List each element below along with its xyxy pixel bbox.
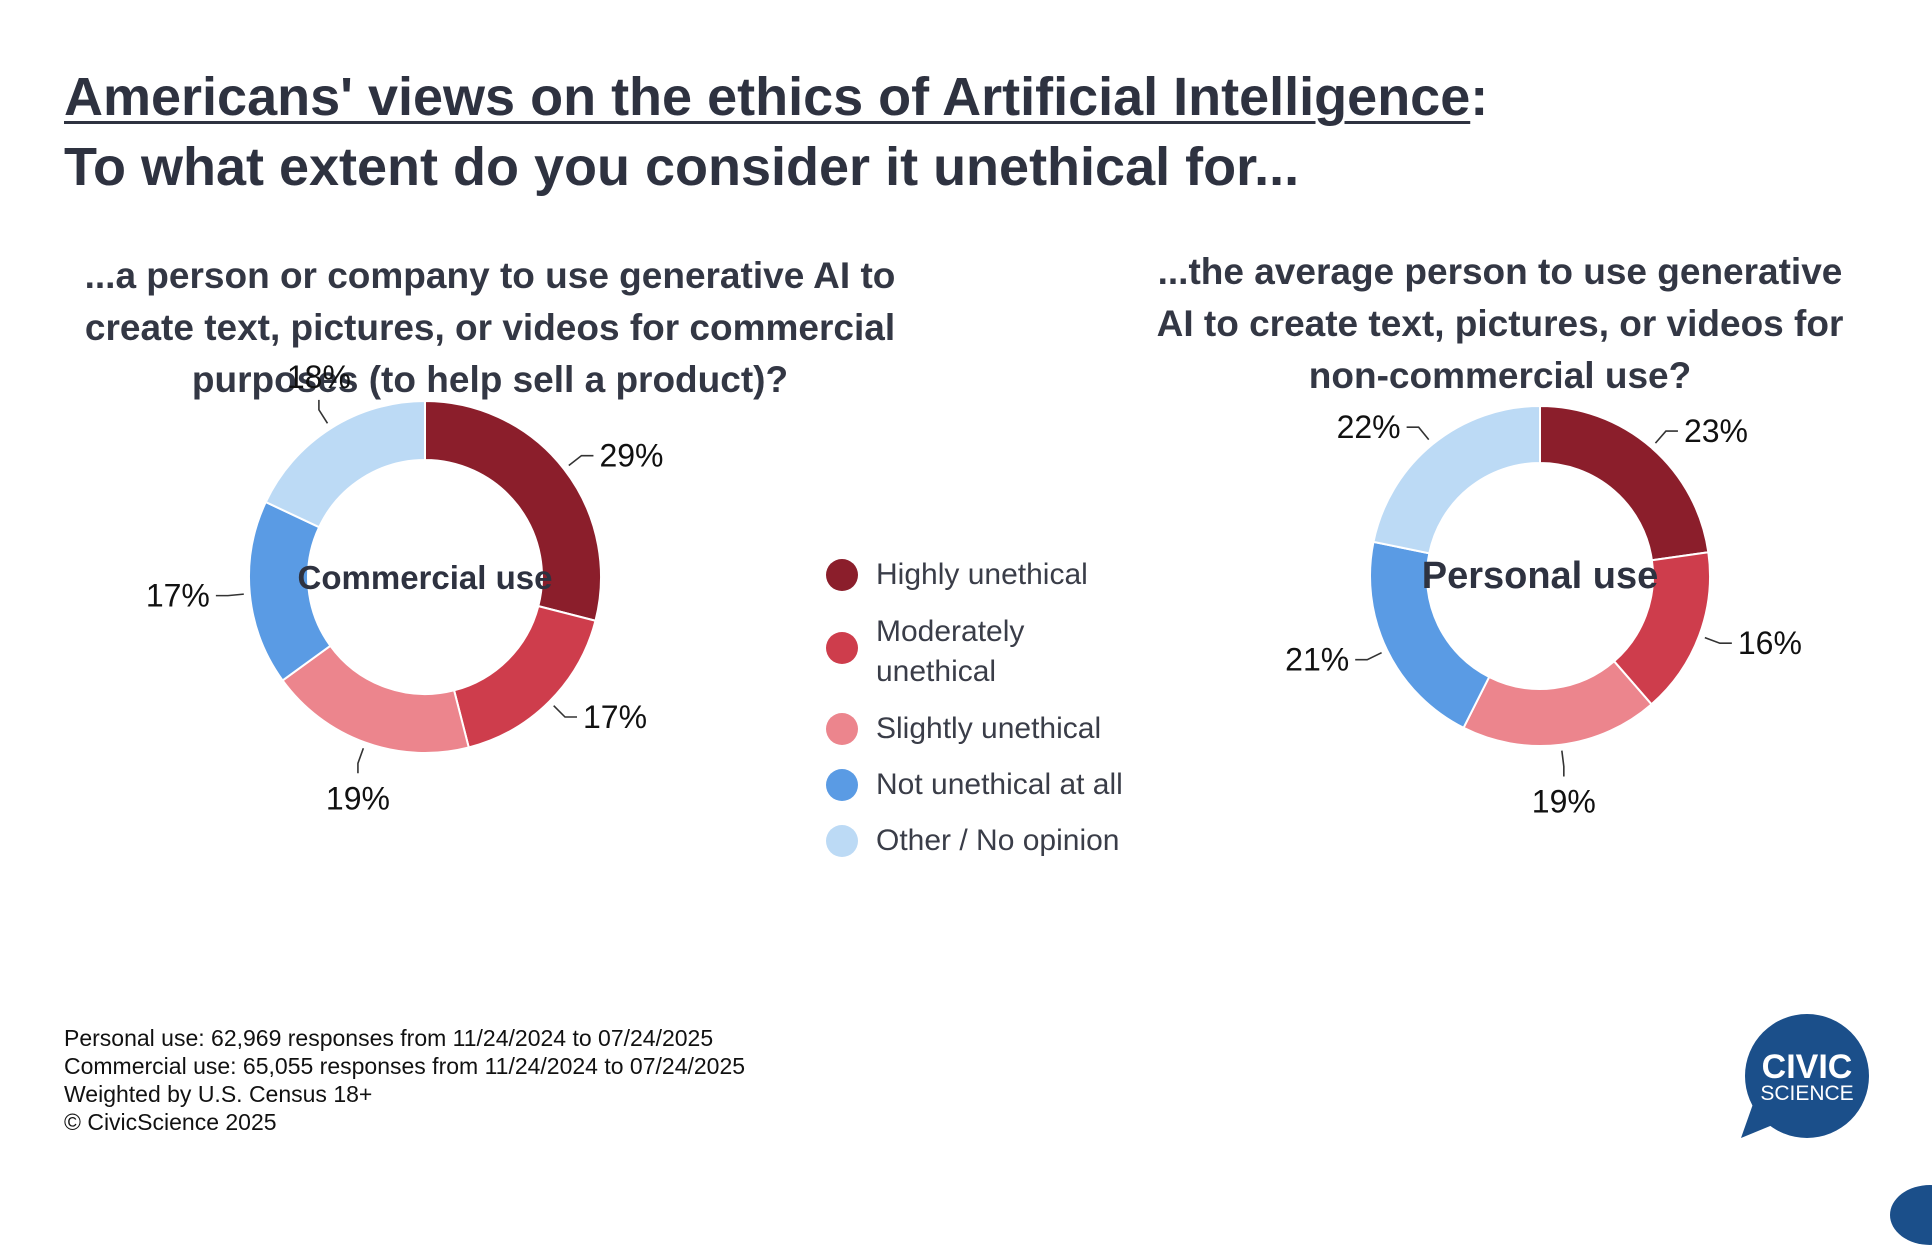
data-label-other-no-opinion: 18%: [287, 359, 351, 395]
legend: Highly unethical Moderately unethical Sl…: [826, 555, 1166, 861]
legend-swatch: [826, 769, 858, 801]
donut-slice-highly-unethical: [424, 399, 602, 622]
logo-bubble: [1745, 1014, 1869, 1138]
legend-label: Moderately unethical: [876, 615, 1025, 688]
civicscience-logo: CIVIC SCIENCE: [1741, 1014, 1869, 1138]
label-leader-line: [318, 399, 329, 424]
footer-line: © CivicScience 2025: [64, 1109, 277, 1135]
data-label-highly-unethical: 29%: [599, 438, 663, 474]
label-leader-line: [568, 454, 594, 467]
question-personal: ...the average person to use generative …: [1156, 251, 1844, 396]
footer-line: Weighted by U.S. Census 18+: [64, 1081, 373, 1107]
label-leader-line: [1561, 750, 1565, 777]
legend-swatch: [826, 559, 858, 591]
logo-bubble-tail: [1741, 1104, 1775, 1138]
logo-text-science: SCIENCE: [1760, 1082, 1853, 1105]
title-subtitle: To what extent do you consider it unethi…: [64, 137, 1300, 197]
title-underlined: Americans' views on the ethics of Artifi…: [64, 67, 1471, 127]
footer-notes: Personal use: 62,969 responses from 11/2…: [64, 1024, 745, 1136]
title-colon: :: [1470, 67, 1489, 127]
logo-text-civic: CIVIC: [1762, 1048, 1853, 1086]
label-leader-line: [1355, 651, 1382, 661]
legend-item-slightly-unethical: Slightly unethical: [826, 709, 1166, 749]
data-label-moderately-unethical: 17%: [583, 699, 647, 735]
legend-label: Other / No opinion: [876, 824, 1120, 857]
data-label-not-unethical-at-all: 17%: [146, 578, 210, 614]
label-leader-line: [215, 593, 244, 597]
data-label-moderately-unethical: 16%: [1738, 625, 1802, 661]
donut-slice-slightly-unethical: [1462, 659, 1653, 747]
center-label: Personal use: [1422, 555, 1659, 597]
data-label-other-no-opinion: 22%: [1337, 409, 1401, 445]
chart-title: Americans' views on the ethics of Artifi…: [64, 62, 1488, 202]
legend-label: Slightly unethical: [876, 712, 1102, 745]
label-leader-line: [357, 747, 365, 774]
data-label-slightly-unethical: 19%: [1532, 784, 1596, 820]
legend-swatch: [826, 713, 858, 745]
legend-label: Not unethical at all: [876, 768, 1123, 801]
legend-swatch: [826, 825, 858, 857]
donut-chart-personal: 23% 16% 19% 21% 22% Personal use: [1285, 404, 1802, 820]
donut-slice-other-no-opinion: [264, 399, 426, 529]
legend-item-not-unethical: Not unethical at all: [826, 765, 1166, 805]
corner-decoration: [1890, 1185, 1932, 1245]
donut-slice-other-no-opinion: [1372, 404, 1541, 555]
donut-slice-moderately-unethical: [452, 604, 597, 749]
legend-label: Highly unethical: [876, 558, 1088, 591]
footer-line: Personal use: 62,969 responses from 11/2…: [64, 1025, 714, 1051]
data-label-slightly-unethical: 19%: [326, 780, 390, 816]
center-label: Commercial use: [298, 559, 553, 596]
legend-item-moderately-unethical: Moderately unethical: [826, 612, 1166, 692]
label-leader-line: [1406, 426, 1430, 441]
label-leader-line: [553, 705, 578, 718]
donut-chart-commercial: 29% 17% 19% 17% 18% Commercial use: [146, 359, 664, 816]
question-commercial: ...a person or company to use generative…: [84, 255, 896, 400]
data-label-highly-unethical: 23%: [1684, 413, 1748, 449]
label-leader-line: [1654, 430, 1678, 444]
legend-item-highly-unethical: Highly unethical: [826, 555, 1166, 595]
legend-item-other-no-opinion: Other / No opinion: [826, 821, 1166, 861]
data-label-not-unethical-at-all: 21%: [1285, 642, 1349, 678]
donut-slice-slightly-unethical: [281, 644, 470, 754]
legend-swatch: [826, 632, 858, 664]
footer-line: Commercial use: 65,055 responses from 11…: [64, 1053, 746, 1079]
label-leader-line: [1704, 636, 1732, 645]
